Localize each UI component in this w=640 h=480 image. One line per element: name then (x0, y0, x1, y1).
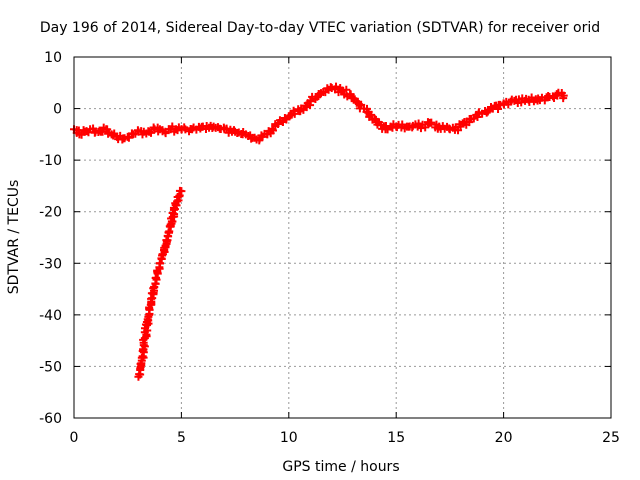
y-axis-label: SDTVAR / TECUs (6, 180, 22, 295)
data-point-fill (367, 110, 376, 119)
data-points (70, 82, 568, 381)
data-point-fill (135, 370, 144, 379)
data-point-fill (483, 107, 492, 116)
y-tick-label: -60 (39, 411, 62, 427)
y-tick-label: -30 (39, 256, 62, 272)
x-tick-label: 5 (177, 430, 186, 446)
data-point-fill (269, 126, 278, 135)
data-point-fill (414, 119, 423, 128)
data-point-fill (155, 259, 164, 268)
x-tick-label: 15 (387, 430, 405, 446)
x-tick-label: 10 (280, 430, 298, 446)
data-point-fill (139, 338, 148, 347)
y-tick-label: -10 (39, 153, 62, 169)
data-point-fill (332, 82, 341, 91)
data-point-fill (222, 124, 231, 133)
data-point-fill (169, 205, 178, 214)
y-tick-label: -50 (39, 359, 62, 375)
data-point (349, 94, 358, 103)
chart-title: Day 196 of 2014, Sidereal Day-to-day VTE… (40, 20, 600, 36)
y-tick-label: -40 (39, 308, 62, 324)
gridlines (74, 57, 611, 418)
y-tick-label: -20 (39, 205, 62, 221)
y-tick-label: 10 (44, 50, 62, 66)
data-point-fill (290, 109, 299, 118)
x-tick-label: 0 (70, 430, 79, 446)
data-point-fill (306, 97, 315, 106)
x-tick-label: 25 (602, 430, 620, 446)
data-point (177, 187, 186, 196)
data-point-fill (152, 275, 161, 284)
y-tick-label: 0 (53, 102, 62, 118)
data-point-fill (124, 133, 133, 142)
axis-ticks: 0 5 10 15 20 25 -60 -50 -40 -30 -20 -10 0 10 (39, 50, 620, 446)
x-tick-label: 20 (495, 430, 513, 446)
x-axis-label: GPS time / hours (282, 459, 399, 475)
data-point (559, 91, 568, 100)
data-point-fill (517, 98, 526, 107)
data-point-fill (427, 118, 436, 127)
data-point-fill (145, 305, 154, 314)
data-point-fill (161, 129, 170, 138)
data-point-fill (143, 315, 152, 324)
plot-frame (73, 56, 612, 419)
